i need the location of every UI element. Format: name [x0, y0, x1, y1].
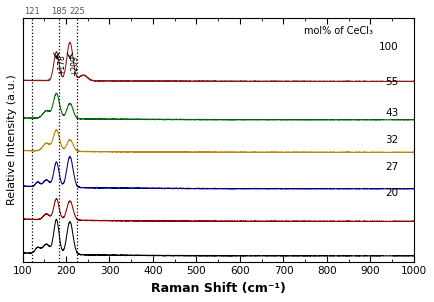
- Text: 121: 121: [24, 7, 39, 16]
- Text: 32: 32: [385, 135, 398, 145]
- Text: 20: 20: [385, 188, 398, 198]
- Text: 100: 100: [379, 43, 398, 53]
- Text: 185: 185: [52, 7, 67, 16]
- Text: +178: +178: [57, 55, 66, 76]
- Text: +209: +209: [71, 55, 79, 76]
- Text: 225: 225: [69, 7, 85, 16]
- Text: 27: 27: [385, 162, 398, 172]
- X-axis label: Raman Shift (cm⁻¹): Raman Shift (cm⁻¹): [151, 282, 286, 295]
- Text: 43: 43: [385, 108, 398, 118]
- Y-axis label: Relative Intensity (a.u.): Relative Intensity (a.u.): [7, 75, 17, 205]
- Text: 55: 55: [385, 76, 398, 87]
- Text: mol% of CeCl₃: mol% of CeCl₃: [304, 26, 373, 36]
